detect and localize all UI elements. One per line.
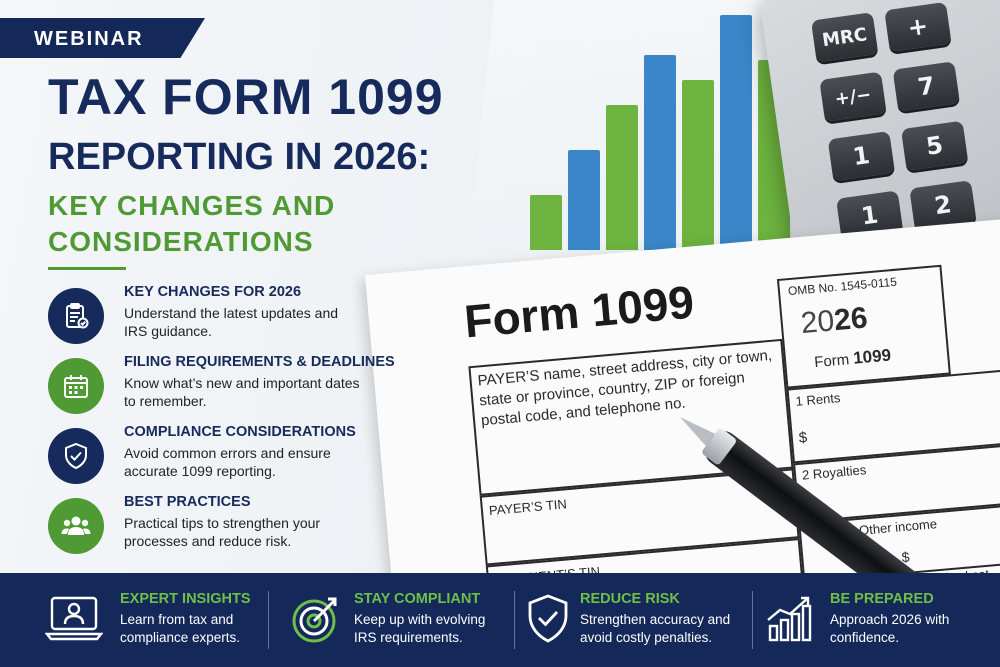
footer-item-description: Approach 2026 with confidence.	[830, 612, 950, 645]
footer-item-title: BE PREPARED	[830, 591, 934, 607]
form-title: Form 1099	[462, 275, 696, 348]
footer-item-expert-insights: EXPERT INSIGHTS Learn from tax and compl…	[0, 573, 268, 667]
calculator-key: 5	[900, 120, 969, 171]
growth-chart-icon	[760, 591, 820, 647]
chart-bar	[606, 105, 638, 250]
calculator-key: 1	[827, 130, 895, 182]
calculator-key: +/−	[819, 71, 887, 122]
chart-bar	[720, 15, 752, 250]
chart-bar	[682, 80, 714, 250]
footer-bar: EXPERT INSIGHTS Learn from tax and compl…	[0, 573, 1000, 667]
chart-bar	[530, 195, 562, 250]
subtitle-line1: KEY CHANGES AND	[48, 190, 336, 221]
page-title: TAX FORM 1099	[48, 69, 444, 125]
footer-item-description: Learn from tax and compliance experts.	[120, 612, 241, 645]
subtitle-line2: CONSIDERATIONS	[48, 226, 314, 257]
footer-divider	[514, 591, 515, 649]
calculator-key: +	[884, 1, 952, 53]
footer-item-description: Keep up with evolving IRS requirements.	[354, 612, 486, 645]
footer-item-be-prepared: BE PREPARED Approach 2026 with confidenc…	[752, 573, 1000, 667]
footer-item-title: STAY COMPLIANT	[354, 591, 481, 607]
laptop-user-icon	[44, 591, 104, 647]
people-icon	[48, 498, 104, 554]
feature-title: COMPLIANCE CONSIDERATIONS	[124, 424, 356, 440]
feature-key-changes: KEY CHANGES FOR 2026 Understand the late…	[48, 284, 388, 354]
shield-check-icon	[48, 428, 104, 484]
feature-title: BEST PRACTICES	[124, 494, 251, 510]
feature-title: FILING REQUIREMENTS & DEADLINES	[124, 354, 395, 370]
box1-dollar: $	[798, 429, 808, 447]
footer-item-description: Strengthen accuracy and avoid costly pen…	[580, 612, 731, 645]
feature-compliance: COMPLIANCE CONSIDERATIONS Avoid common e…	[48, 424, 388, 494]
footer-item-title: EXPERT INSIGHTS	[120, 591, 251, 607]
page-title-line2: REPORTING IN 2026:	[48, 136, 431, 178]
chart-bar	[568, 150, 600, 250]
form-number-prefix: Form	[813, 351, 850, 372]
webinar-tag-label: WEBINAR	[34, 28, 144, 50]
calculator-key: MRC	[810, 12, 879, 63]
target-icon	[286, 591, 346, 647]
footer-divider	[752, 591, 753, 649]
feature-description: Practical tips to strengthen your proces…	[124, 515, 321, 549]
tax-year-prefix: 20	[799, 304, 836, 341]
feature-title: KEY CHANGES FOR 2026	[124, 284, 302, 300]
feature-best-practices: BEST PRACTICES Practical tips to strengt…	[48, 494, 388, 564]
calendar-icon	[48, 358, 104, 414]
title-divider	[48, 267, 126, 270]
footer-divider	[268, 591, 269, 649]
calculator-key: 7	[892, 61, 960, 112]
footer-item-reduce-risk: REDUCE RISK Strengthen accuracy and avoi…	[514, 573, 752, 667]
form-number-value: 1099	[852, 345, 892, 368]
footer-item-stay-compliant: STAY COMPLIANT Keep up with evolving IRS…	[268, 573, 514, 667]
feature-description: Avoid common errors and ensure accurate …	[124, 445, 331, 479]
feature-description: Know what’s new and important dates to r…	[124, 375, 360, 409]
feature-filing-requirements: FILING REQUIREMENTS & DEADLINES Know wha…	[48, 354, 395, 424]
chart-bar	[644, 55, 676, 250]
tax-year-suffix: 26	[832, 301, 869, 338]
clipboard-check-icon	[48, 288, 104, 344]
footer-item-title: REDUCE RISK	[580, 591, 680, 607]
shield-check-icon	[518, 591, 578, 647]
webinar-tag	[0, 18, 205, 58]
feature-description: Understand the latest updates and IRS gu…	[124, 305, 339, 339]
tax-year: 2026	[799, 301, 868, 341]
